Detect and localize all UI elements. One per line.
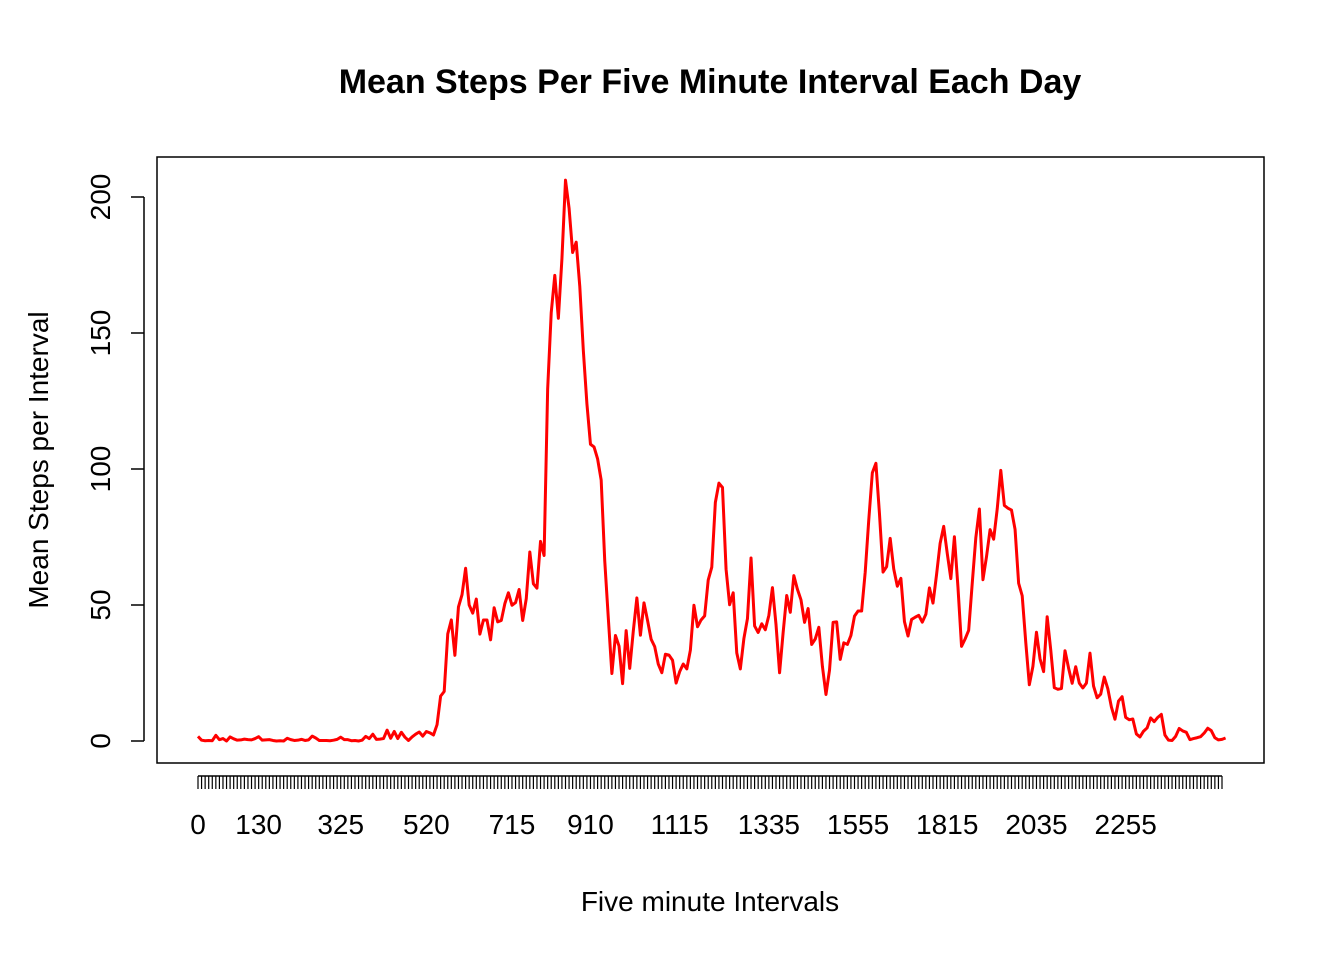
y-axis: 0 50 100 150 200 xyxy=(85,174,145,749)
plot-frame xyxy=(156,156,1265,764)
x-tick-label: 1115 xyxy=(651,809,709,840)
y-tick-label: 200 xyxy=(85,174,116,221)
x-tick-label: 715 xyxy=(489,809,536,840)
x-tick-label: 2255 xyxy=(1095,809,1157,840)
y-tick-label: 0 xyxy=(85,733,116,749)
series-line xyxy=(196,178,1227,743)
x-tick-label: 1335 xyxy=(738,809,800,840)
y-tick-label: 50 xyxy=(85,589,116,620)
x-tick-label: 1555 xyxy=(827,809,889,840)
x-tick-label: 1815 xyxy=(916,809,978,840)
x-axis-label: Five minute Intervals xyxy=(581,886,839,917)
x-tick-label: 2035 xyxy=(1005,809,1067,840)
x-tick-label: 130 xyxy=(235,809,282,840)
x-tick-label: 910 xyxy=(567,809,614,840)
x-tick-label: 520 xyxy=(403,809,450,840)
y-tick-label: 150 xyxy=(85,310,116,357)
y-tick-label: 100 xyxy=(85,446,116,493)
y-axis-label: Mean Steps per Interval xyxy=(23,311,54,608)
x-tick-label: 325 xyxy=(317,809,364,840)
x-axis: 0 130 325 520 715 910 1115 1335 1555 1815 2035 2255 xyxy=(190,775,1223,840)
x-tick-label: 0 xyxy=(190,809,206,840)
chart-title: Mean Steps Per Five Minute Interval Each… xyxy=(339,63,1082,101)
